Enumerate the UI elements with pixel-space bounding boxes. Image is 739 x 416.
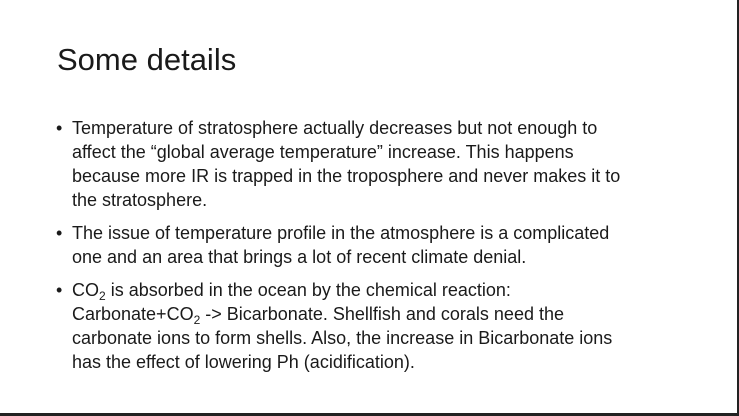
bullet-text-line: Temperature of stratosphere actually dec…	[72, 118, 598, 138]
bullet-text-line: the stratosphere.	[72, 190, 208, 210]
bullet-text-line: CO2 is absorbed in the ocean by the chem…	[72, 278, 706, 302]
bullet-text-line: because more IR is trapped in the tropos…	[72, 166, 621, 186]
bullet-item-ocean-co2: • CO2 is absorbed in the ocean by the ch…	[56, 278, 706, 374]
bullet-text-line: affect the “global average temperature” …	[72, 142, 574, 162]
bullet-text-line: has the effect of lowering Ph (acidifica…	[72, 352, 415, 372]
bullet-marker: •	[56, 280, 63, 300]
co2-text: CO	[72, 280, 99, 300]
bullet-text: is absorbed in the ocean by the chemical…	[105, 280, 511, 300]
slide-title: Some details	[57, 42, 237, 77]
bullet-marker: •	[56, 223, 63, 243]
subscript-2: 2	[99, 289, 106, 303]
bullet-text-line: carbonate ions to form shells. Also, the…	[72, 328, 613, 348]
bullet-item-temperature-profile: • The issue of temperature profile in th…	[56, 221, 706, 269]
bullet-text-line: Carbonate+CO2 -> Bicarbonate. Shellfish …	[72, 302, 706, 326]
bullet-item-stratosphere: • Temperature of stratosphere actually d…	[56, 116, 706, 212]
bullet-text: -> Bicarbonate. Shellfish and corals nee…	[200, 304, 564, 324]
subscript-2: 2	[193, 313, 201, 327]
reaction-text: Carbonate+CO	[72, 304, 194, 324]
bullet-list: • Temperature of stratosphere actually d…	[56, 116, 706, 383]
bullet-text-line: one and an area that brings a lot of rec…	[72, 247, 527, 267]
bullet-marker: •	[56, 118, 63, 138]
bullet-text-line: The issue of temperature profile in the …	[72, 223, 610, 243]
